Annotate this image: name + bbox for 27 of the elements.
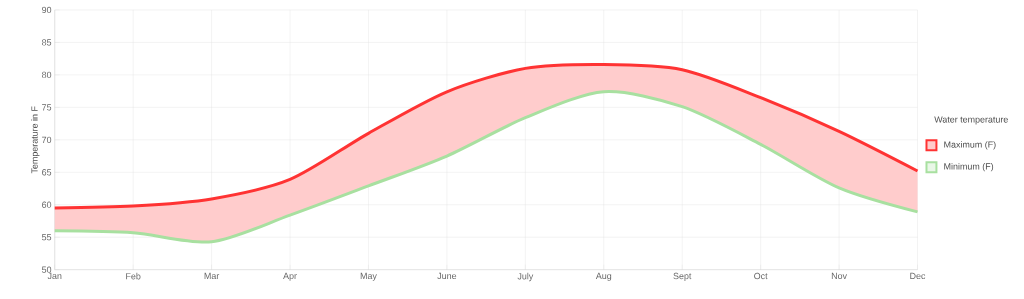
y-tick-label: 50: [41, 266, 52, 274]
legend-label: Minimum (F): [944, 163, 994, 172]
x-tick-label: Sept: [673, 273, 692, 282]
x-tick-label: Oct: [754, 273, 768, 280]
y-tick-label: 55: [41, 234, 52, 241]
line-series: [53, 90, 920, 244]
y-tick-label: 60: [42, 201, 52, 209]
line-series: [53, 63, 920, 210]
x-tick-label: Aug: [595, 273, 612, 282]
y-tick-label: 70: [42, 136, 52, 144]
x-tick-label: Feb: [126, 273, 141, 280]
y-tick-label: 75: [42, 104, 52, 111]
x-tick-label: Nov: [831, 273, 847, 280]
y-axis-title: Temperature in F: [31, 106, 40, 174]
y-tick-label: 85: [42, 39, 52, 46]
x-tick-label: Jan: [47, 273, 62, 280]
y-tick-label: 65: [42, 169, 52, 176]
x-tick-label: May: [360, 273, 377, 282]
x-tick-label: June: [437, 273, 457, 280]
x-tick-label: Dec: [910, 273, 926, 280]
legend-title: Water temperature: [934, 116, 1008, 125]
x-tick-label: July: [517, 273, 534, 282]
y-tick-label: 90: [42, 7, 52, 14]
x-tick-label: Mar: [204, 273, 220, 280]
x-tick-label: Apr: [283, 273, 297, 282]
legend-label: Maximum (F): [944, 141, 996, 150]
y-tick-label: 80: [42, 71, 52, 79]
